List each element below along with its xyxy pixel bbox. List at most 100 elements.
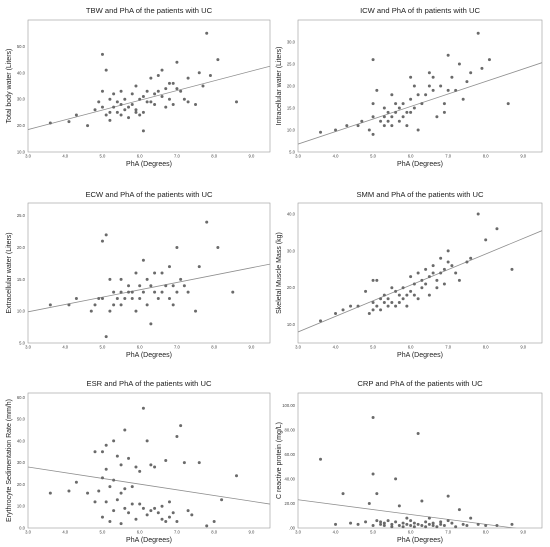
x-tick-label: 3.0 xyxy=(295,530,301,535)
scatter-point xyxy=(409,110,413,114)
scatter-point xyxy=(397,300,401,304)
scatter-point xyxy=(409,75,413,79)
chart-title: ICW and PhA of th patients with UC xyxy=(360,6,480,15)
scatter-point xyxy=(431,88,435,92)
x-tick-label: 4.0 xyxy=(62,154,68,159)
scatter-point xyxy=(416,297,420,301)
scatter-panel-6: CRP and PhA of the patients with UC PhA (… xyxy=(276,379,543,544)
scatter-point xyxy=(401,115,405,119)
scatter-point xyxy=(100,89,104,93)
x-tick-label: 6.0 xyxy=(408,530,414,535)
scatter-point xyxy=(442,282,446,286)
y-tick-label: 20.0 xyxy=(17,245,26,250)
scatter-point xyxy=(160,68,164,72)
scatter-point xyxy=(341,308,345,312)
scatter-point xyxy=(379,297,383,301)
scatter-point xyxy=(138,469,142,473)
scatter-point xyxy=(484,524,488,528)
scatter-point xyxy=(375,519,379,523)
scatter-point xyxy=(390,522,394,526)
scatter-point xyxy=(416,271,420,275)
scatter-point xyxy=(394,102,398,106)
scatter-point xyxy=(160,504,164,508)
scatter-point xyxy=(175,246,179,250)
scatter-point xyxy=(145,100,149,104)
scatter-point xyxy=(379,522,383,526)
x-axis-label: PhA (Degrees) xyxy=(126,537,172,544)
scatter-point xyxy=(457,278,461,282)
scatter-point xyxy=(431,75,435,79)
scatter-point xyxy=(160,290,164,294)
scatter-point xyxy=(86,124,90,128)
scatter-point xyxy=(382,293,386,297)
scatter-point xyxy=(104,233,108,237)
scatter-point xyxy=(234,474,238,478)
scatter-point xyxy=(394,520,398,524)
scatter-point xyxy=(138,502,142,506)
scatter-point xyxy=(450,264,454,268)
scatter-point xyxy=(401,525,405,529)
scatter-point xyxy=(397,524,401,528)
scatter-point xyxy=(115,100,119,104)
chart-title: SMM and PhA of the patients with UC xyxy=(356,190,484,199)
scatter-point xyxy=(205,31,209,35)
scatter-point xyxy=(439,522,443,526)
scatter-point xyxy=(127,290,131,294)
scatter-point xyxy=(108,97,112,101)
scatter-point xyxy=(412,521,416,525)
scatter-point xyxy=(164,284,168,288)
scatter-point xyxy=(416,522,420,526)
y-tick-label: 15.0 xyxy=(287,106,296,111)
scatter-point xyxy=(205,524,209,528)
scatter-point xyxy=(123,296,127,300)
scatter-point xyxy=(119,303,123,307)
scatter-point xyxy=(108,519,112,523)
x-tick-label: 5.0 xyxy=(370,345,376,350)
x-tick-label: 6.0 xyxy=(408,154,414,159)
scatter-point xyxy=(212,519,216,523)
scatter-point xyxy=(375,278,379,282)
scatter-point xyxy=(145,277,149,281)
scatter-point xyxy=(390,300,394,304)
scatter-point xyxy=(412,84,416,88)
scatter-point xyxy=(190,513,194,517)
x-axis-label: PhA (Degrees) xyxy=(397,161,443,168)
scatter-point xyxy=(450,75,454,79)
scatter-point xyxy=(487,58,491,62)
y-tick-label: 30.0 xyxy=(17,460,26,465)
scatter-point xyxy=(186,509,190,513)
scatter-point xyxy=(167,296,171,300)
scatter-point xyxy=(416,93,420,97)
scatter-panel-4: SMM and PhA of the patients with UC PhA (… xyxy=(276,190,543,359)
y-tick-label: 60.00 xyxy=(285,452,296,457)
scatter-point xyxy=(115,296,119,300)
scatter-point xyxy=(420,102,424,106)
scatter-point xyxy=(476,212,480,216)
y-tick-label: 10.0 xyxy=(17,150,26,155)
scatter-point xyxy=(379,308,383,312)
scatter-point xyxy=(104,467,108,471)
scatter-point xyxy=(394,289,398,293)
x-tick-label: 4.0 xyxy=(62,345,68,350)
scatter-point xyxy=(149,76,153,80)
scatter-point xyxy=(194,102,198,106)
scatter-point xyxy=(141,506,145,510)
scatter-point xyxy=(435,525,439,529)
scatter-point xyxy=(141,129,145,133)
scatter-point xyxy=(446,53,450,57)
scatter-point xyxy=(427,84,431,88)
scatter-point xyxy=(119,113,123,117)
y-axis-label: Total body water (Liters) xyxy=(6,49,13,124)
scatter-point xyxy=(130,290,134,294)
x-tick-label: 9.0 xyxy=(520,345,526,350)
scatter-point xyxy=(153,102,157,106)
scatter-point xyxy=(480,66,484,70)
scatter-point xyxy=(175,435,179,439)
scatter-point xyxy=(319,130,323,134)
x-tick-label: 8.0 xyxy=(211,345,217,350)
scatter-point xyxy=(104,68,108,72)
scatter-point xyxy=(130,296,134,300)
scatter-point xyxy=(145,303,149,307)
scatter-point xyxy=(390,286,394,290)
scatter-point xyxy=(476,522,480,526)
